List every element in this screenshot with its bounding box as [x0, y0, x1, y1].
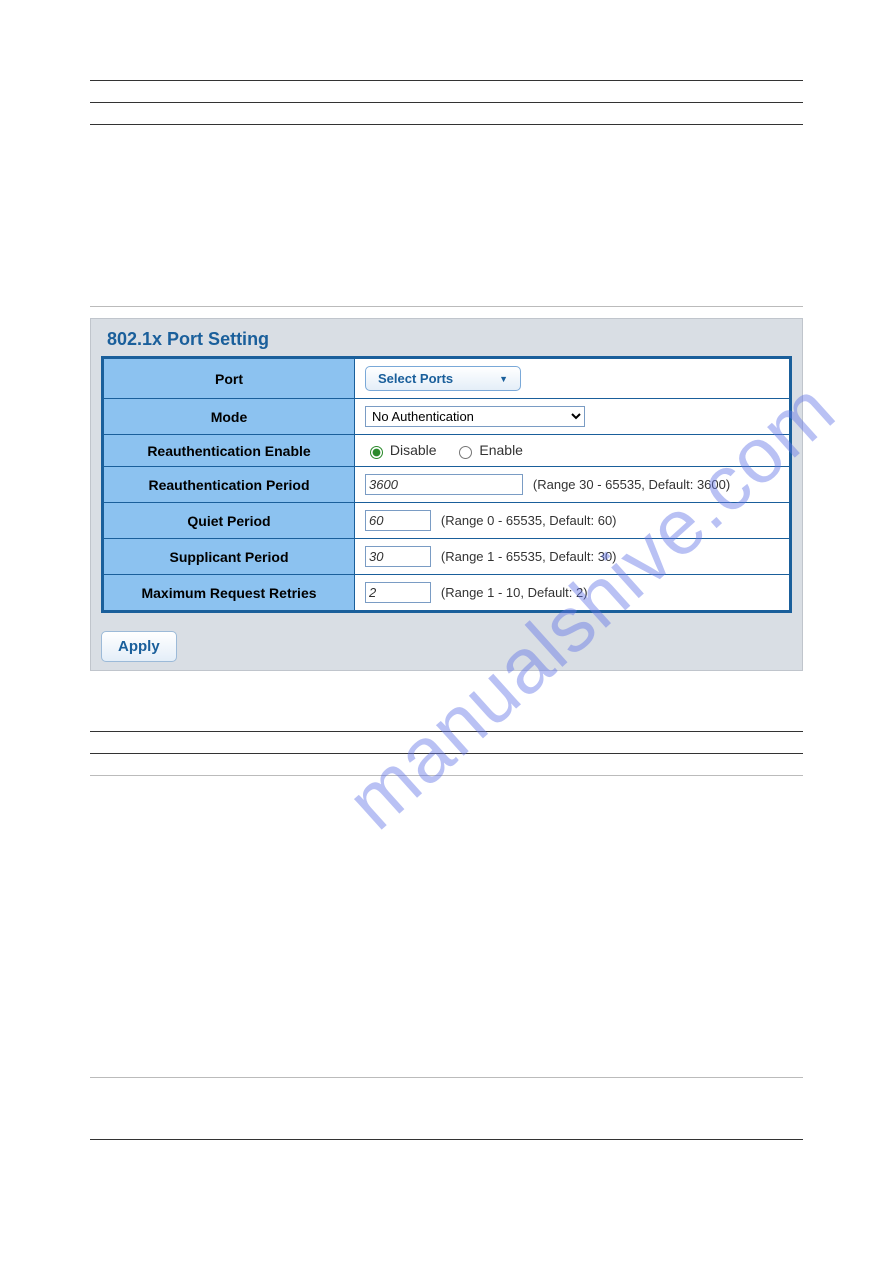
- select-ports-button[interactable]: Select Ports ▼: [365, 366, 521, 391]
- max-retries-input[interactable]: [365, 582, 431, 603]
- port-setting-panel: 802.1x Port Setting Port Select Ports ▼ …: [90, 318, 803, 671]
- reauth-period-input[interactable]: [365, 474, 523, 495]
- reauth-enable-radio[interactable]: [459, 446, 472, 459]
- horizontal-rule: [90, 753, 803, 755]
- label-quiet-period: Quiet Period: [103, 503, 355, 539]
- supplicant-period-hint: (Range 1 - 65535, Default: 30): [441, 549, 617, 564]
- reauth-enable-option[interactable]: Enable: [454, 442, 522, 458]
- horizontal-rule: [90, 1139, 803, 1141]
- label-supplicant-period: Supplicant Period: [103, 539, 355, 575]
- mid-rules-section: [90, 731, 803, 777]
- row-port: Port Select Ports ▼: [103, 358, 791, 399]
- supplicant-period-input[interactable]: [365, 546, 431, 567]
- reauth-disable-option[interactable]: Disable: [365, 442, 440, 458]
- thin-rule: [90, 775, 803, 777]
- quiet-period-input[interactable]: [365, 510, 431, 531]
- label-mode: Mode: [103, 399, 355, 435]
- horizontal-rule: [90, 731, 803, 733]
- thin-rule: [90, 306, 803, 308]
- reauth-period-hint: (Range 30 - 65535, Default: 3600): [533, 477, 730, 492]
- settings-table: Port Select Ports ▼ Mode No Authenticati…: [101, 356, 792, 613]
- label-reauth-period: Reauthentication Period: [103, 467, 355, 503]
- bottom-rules-section: [90, 1077, 803, 1141]
- label-port: Port: [103, 358, 355, 399]
- horizontal-rule: [90, 102, 803, 104]
- max-retries-hint: (Range 1 - 10, Default: 2): [441, 585, 588, 600]
- top-rules-section: [90, 80, 803, 126]
- label-max-retries: Maximum Request Retries: [103, 575, 355, 612]
- label-reauth-enable: Reauthentication Enable: [103, 435, 355, 467]
- reauth-disable-radio[interactable]: [370, 446, 383, 459]
- row-reauth-enable: Reauthentication Enable Disable Enable: [103, 435, 791, 467]
- row-reauth-period: Reauthentication Period (Range 30 - 6553…: [103, 467, 791, 503]
- select-ports-label: Select Ports: [378, 371, 453, 386]
- mode-select[interactable]: No Authentication: [365, 406, 585, 427]
- chevron-down-icon: ▼: [499, 374, 508, 384]
- horizontal-rule: [90, 80, 803, 82]
- panel-title: 802.1x Port Setting: [107, 329, 792, 350]
- thin-rule: [90, 1077, 803, 1079]
- quiet-period-hint: (Range 0 - 65535, Default: 60): [441, 513, 617, 528]
- row-mode: Mode No Authentication: [103, 399, 791, 435]
- row-supplicant-period: Supplicant Period (Range 1 - 65535, Defa…: [103, 539, 791, 575]
- apply-button[interactable]: Apply: [101, 631, 177, 662]
- horizontal-rule: [90, 124, 803, 126]
- row-max-retries: Maximum Request Retries (Range 1 - 10, D…: [103, 575, 791, 612]
- row-quiet-period: Quiet Period (Range 0 - 65535, Default: …: [103, 503, 791, 539]
